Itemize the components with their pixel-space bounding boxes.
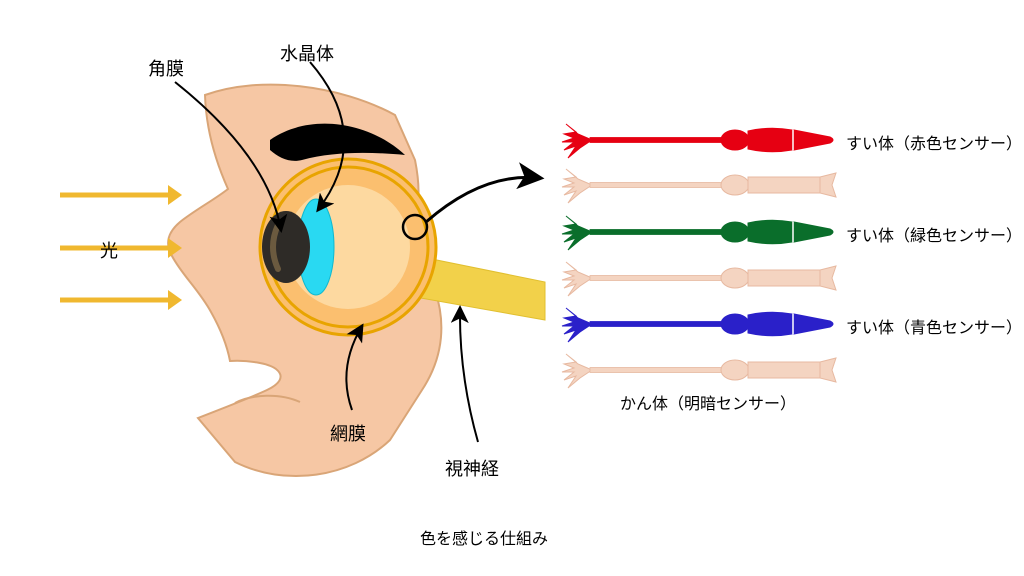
- light-arrows: [60, 185, 182, 310]
- cornea-label: 角膜: [148, 55, 184, 81]
- cornea-shape: [262, 211, 310, 283]
- retina-zoom-marker: [403, 215, 427, 239]
- retina-rim: [268, 167, 428, 327]
- eyebrow: [270, 124, 405, 161]
- rod-label: かん体（明暗センサー）: [620, 390, 796, 414]
- optic-nerve: [398, 255, 545, 320]
- leader-lines: [175, 62, 540, 442]
- lens-label: 水晶体: [280, 40, 334, 66]
- diagram-caption: 色を感じる仕組み: [420, 525, 548, 549]
- eyeball-inner: [286, 185, 410, 309]
- optic-nerve-label: 視神経: [445, 455, 499, 481]
- face-outline: [168, 85, 441, 476]
- cone-green-label: すい体（緑色センサー）: [846, 222, 1022, 246]
- diagram-svg: [0, 0, 1024, 576]
- eyeball-outer: [260, 159, 436, 335]
- photoreceptor-cells: [562, 124, 836, 388]
- cone-red-label: すい体（赤色センサー）: [846, 130, 1022, 154]
- lens-shape: [298, 199, 334, 295]
- retina-label: 網膜: [330, 420, 366, 446]
- light-label: 光: [100, 237, 118, 263]
- cornea-highlight: [273, 225, 278, 269]
- cone-blue-label: すい体（青色センサー）: [846, 314, 1022, 338]
